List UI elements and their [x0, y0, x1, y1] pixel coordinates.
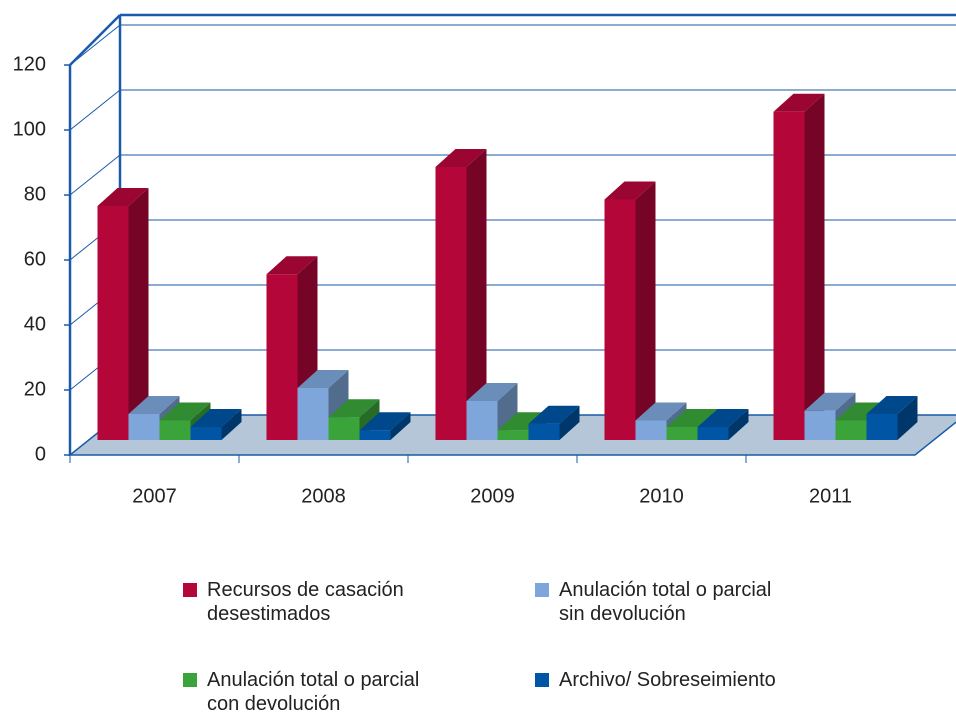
- grid-line: [69, 89, 121, 131]
- bar: [190, 409, 242, 440]
- y-tick-label: 40: [24, 313, 46, 335]
- bar-side: [728, 409, 749, 440]
- y-tick-label: 20: [24, 378, 46, 400]
- bar-front: [466, 401, 498, 440]
- bar: [359, 412, 411, 440]
- bar-front: [266, 274, 298, 440]
- legend-item: Archivo/ Sobreseimiento: [535, 668, 784, 692]
- legend-swatch: [183, 583, 197, 597]
- legend-label: Anulación total o parcial sin devolución: [559, 579, 772, 625]
- bar-front: [666, 427, 698, 440]
- legend-label: Anulación total o parcial con devolución: [207, 669, 420, 715]
- bar-front: [866, 414, 898, 440]
- legend-swatch: [535, 583, 549, 597]
- bar-side: [466, 149, 487, 440]
- bar-front: [604, 199, 636, 440]
- bar-top: [804, 392, 856, 411]
- bar-top: [835, 402, 887, 421]
- bar-top: [497, 412, 549, 431]
- legend-item: Anulación total o parcial con devolución: [183, 668, 432, 716]
- bar-side: [221, 409, 242, 440]
- legend-swatch: [535, 673, 549, 687]
- bar-top: [666, 409, 718, 427]
- bar-top: [435, 149, 487, 167]
- legend-swatch: [183, 673, 197, 687]
- x-tick-label: 2011: [809, 485, 852, 507]
- bar-top: [266, 256, 318, 275]
- x-tick-label: 2010: [639, 485, 684, 507]
- bar: [773, 93, 825, 440]
- bar-top: [635, 402, 687, 421]
- bar-top: [128, 396, 180, 414]
- bar-front: [435, 167, 467, 440]
- bar-front: [804, 410, 836, 440]
- legend-label: Recursos de casación desestimados: [207, 579, 404, 625]
- y-tick-label: 100: [13, 118, 46, 140]
- y-tick-label: 0: [35, 443, 46, 465]
- y-tick-label: 80: [24, 183, 46, 205]
- bar-front: [190, 427, 222, 440]
- bar-front: [128, 414, 160, 440]
- bar-top: [190, 409, 242, 427]
- legend-item: Anulación total o parcial sin devolución: [535, 578, 784, 626]
- bar-front: [635, 420, 667, 440]
- bar-front: [835, 420, 867, 440]
- bar-side: [390, 412, 411, 440]
- bar-top: [97, 188, 149, 206]
- x-tick-label: 2007: [132, 485, 177, 507]
- bar: [328, 399, 380, 440]
- bar: [528, 405, 580, 440]
- y-tick-label: 120: [13, 53, 46, 75]
- bar-side: [128, 188, 149, 440]
- bar-top: [328, 399, 380, 418]
- bar: [697, 409, 749, 440]
- bar-front: [773, 111, 805, 440]
- grid-line: [69, 24, 121, 66]
- bar-top: [604, 181, 656, 200]
- bar-front: [97, 206, 129, 440]
- bar-top: [697, 409, 749, 427]
- y-tick-label: 60: [24, 248, 46, 270]
- legend-item: Recursos de casación desestimados: [183, 578, 432, 626]
- bar-side: [897, 396, 918, 440]
- bar-top: [773, 93, 825, 112]
- bar-side: [804, 93, 825, 440]
- bar: [97, 188, 149, 440]
- bar-front: [159, 420, 191, 440]
- bar-side: [635, 181, 656, 440]
- bar-top: [866, 396, 918, 414]
- x-tick-label: 2009: [470, 485, 515, 507]
- bar-side: [559, 405, 580, 440]
- grid-line: [69, 154, 121, 196]
- bar-front: [328, 417, 360, 440]
- bar-front: [297, 388, 329, 440]
- bar-top: [297, 370, 349, 388]
- legend-label: Archivo/ Sobreseimiento: [559, 669, 776, 691]
- bar-top: [159, 402, 211, 421]
- bar-top: [528, 405, 580, 424]
- bar-top: [359, 412, 411, 431]
- bar-front: [359, 430, 391, 440]
- bar: [604, 181, 656, 440]
- x-tick-label: 2008: [301, 485, 346, 507]
- wall-corner: [69, 14, 121, 66]
- bar-front: [528, 423, 560, 440]
- bar: [435, 149, 487, 440]
- bar-top: [466, 383, 518, 401]
- bar: [866, 396, 918, 440]
- bar-front: [497, 430, 529, 440]
- bar-front: [697, 427, 729, 440]
